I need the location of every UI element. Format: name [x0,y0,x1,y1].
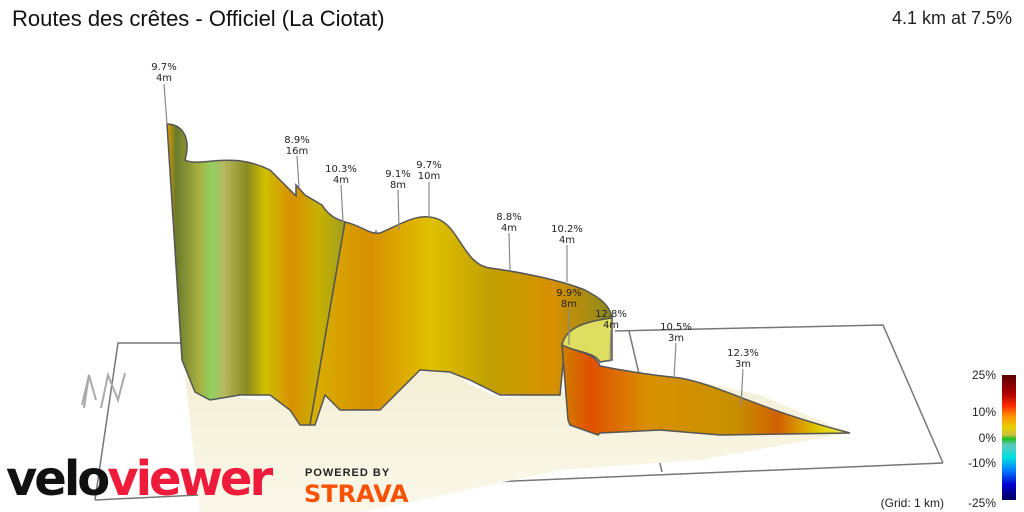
svg-text:8m: 8m [390,180,406,191]
legend-label-10: 10% [971,405,996,419]
legend-label-neg10: -10% [967,456,996,470]
svg-text:4m: 4m [333,175,349,186]
svg-text:12.3%: 12.3% [727,348,759,359]
annotation-leaders [163,83,744,406]
svg-text:10.5%: 10.5% [660,322,692,333]
svg-text:10.3%: 10.3% [325,164,357,175]
svg-text:8.8%: 8.8% [496,212,521,223]
svg-text:3m: 3m [735,359,751,370]
svg-text:9.7%: 9.7% [416,160,441,171]
svg-text:4m: 4m [559,235,575,246]
strava-logo[interactable]: STRAVA [304,480,409,508]
svg-text:12.8%: 12.8% [595,309,627,320]
segment-stats: 4.1 km at 7.5% [891,8,1012,28]
svg-text:4m: 4m [156,73,172,84]
svg-text:8.9%: 8.9% [284,135,309,146]
veloviewer-logo[interactable]: veloviewer [6,455,273,503]
svg-text:9.9%: 9.9% [556,288,581,299]
legend-label-max: 25% [971,368,996,382]
svg-text:9.7%: 9.7% [151,62,176,73]
legend-label-0: 0% [978,431,996,445]
grid-scale-note: (Grid: 1 km) [880,496,944,510]
page-title: Routes des crêtes - Officiel (La Ciotat) [12,6,385,31]
logo-velo: velo [6,451,110,507]
svg-text:4m: 4m [603,320,619,331]
north-arrow-icon [81,371,126,409]
svg-text:4m: 4m [501,223,517,234]
logo-viewer: viewer [107,451,273,507]
svg-text:9.1%: 9.1% [385,169,410,180]
profile-wall-segment-1 [166,123,346,426]
svg-text:8m: 8m [561,299,577,310]
svg-text:10.2%: 10.2% [551,224,583,235]
powered-by-label: POWERED BY [305,467,391,479]
svg-text:16m: 16m [286,146,308,157]
annotation-labels: 9.7% 4m 8.9% 16m 10.3% 4m 9.1% 8m 9.7% 1… [151,62,759,370]
grade-color-scale [1002,375,1016,500]
profile-wall-segment-3 [561,343,851,436]
legend-label-min: -25% [967,496,996,510]
svg-text:3m: 3m [668,333,684,344]
svg-text:10m: 10m [418,171,440,182]
